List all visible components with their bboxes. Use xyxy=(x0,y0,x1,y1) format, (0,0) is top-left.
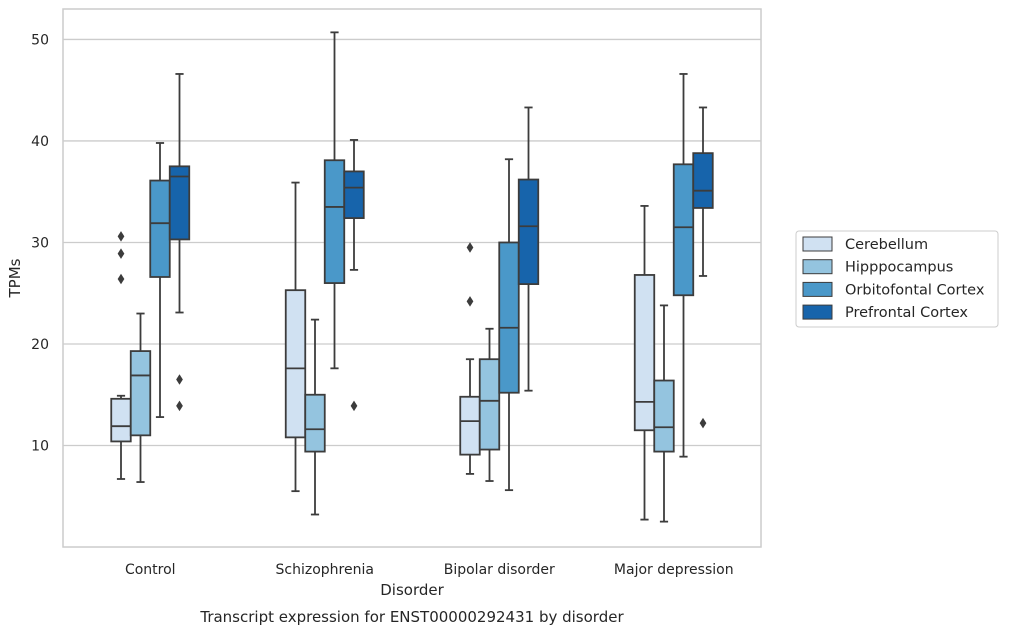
legend-swatch xyxy=(802,259,833,275)
box-orbitofontal-cortex-1 xyxy=(323,31,346,370)
legend-label: Prefrontal Cortex xyxy=(845,305,968,321)
x-tick-label: Control xyxy=(125,562,176,578)
x-tick-label: Schizophrenia xyxy=(276,562,374,578)
box-body xyxy=(517,178,540,285)
outlier-point xyxy=(699,417,707,429)
box-body xyxy=(168,165,191,241)
legend-swatch xyxy=(802,304,833,320)
outlier-point xyxy=(466,296,474,307)
y-tick-label: 50 xyxy=(31,32,49,48)
box-body xyxy=(323,159,346,284)
chart-caption: Transcript expression for ENST0000029243… xyxy=(199,608,624,626)
legend-swatch xyxy=(802,236,833,252)
box-prefrontal-cortex-1 xyxy=(343,139,365,412)
box-orbitofontal-cortex-0 xyxy=(149,142,171,418)
outlier-point xyxy=(466,242,474,253)
outlier-point xyxy=(176,374,183,385)
y-tick-label: 20 xyxy=(31,337,49,353)
legend: Cerebellum Hipppocampus Orbitofontal Corte… xyxy=(795,230,999,328)
outlier-point xyxy=(117,273,125,285)
legend-swatch xyxy=(802,281,833,297)
box-prefrontal-cortex-0 xyxy=(168,73,191,412)
box-body xyxy=(672,163,695,297)
box-layer xyxy=(110,31,714,523)
box-body xyxy=(478,358,501,451)
legend-label: Orbitofontal Cortex xyxy=(845,282,985,298)
box-hipppocampus-1 xyxy=(304,318,326,516)
box-body xyxy=(284,289,307,439)
x-tick-label: Major depression xyxy=(614,562,734,578)
legend-frame xyxy=(795,230,999,328)
outlier-point xyxy=(117,231,125,242)
box-body xyxy=(692,152,714,209)
outlier-point xyxy=(350,400,358,412)
box-cerebellum-1 xyxy=(284,181,307,493)
box-hipppocampus-0 xyxy=(129,312,152,483)
y-tick-label: 10 xyxy=(31,438,49,454)
outlier-point xyxy=(176,400,183,412)
x-tick-labels: Control Schizophrenia Bipolar disorder Majo… xyxy=(125,562,734,578)
box-body xyxy=(129,350,152,437)
box-body xyxy=(633,274,656,432)
box-body xyxy=(110,397,132,443)
box-hipppocampus-2 xyxy=(478,327,501,482)
y-axis-label: TPMs xyxy=(6,258,24,298)
box-cerebellum-3 xyxy=(633,205,656,521)
outlier-point xyxy=(117,248,125,259)
legend-label: Cerebellum xyxy=(845,237,928,253)
box-prefrontal-cortex-2 xyxy=(517,106,540,392)
box-body xyxy=(149,179,171,278)
box-body xyxy=(343,170,365,220)
x-tick-label: Bipolar disorder xyxy=(444,562,555,578)
box-body xyxy=(498,241,520,394)
x-axis-label: Disorder xyxy=(380,581,444,599)
legend-label: Hipppocampus xyxy=(845,260,953,276)
plot-area-frame xyxy=(62,8,762,548)
box-hipppocampus-3 xyxy=(653,304,675,523)
box-body xyxy=(304,393,326,453)
box-cerebellum-0 xyxy=(110,231,132,480)
box-prefrontal-cortex-3 xyxy=(692,106,714,429)
box-orbitofontal-cortex-2 xyxy=(498,158,520,492)
box-cerebellum-2 xyxy=(459,242,481,475)
box-body xyxy=(653,379,675,453)
box-body xyxy=(459,395,481,456)
box-orbitofontal-cortex-3 xyxy=(672,73,695,458)
y-tick-labels: 10 20 30 40 50 xyxy=(31,32,49,454)
y-tick-label: 30 xyxy=(31,235,49,251)
y-tick-label: 40 xyxy=(31,134,49,150)
